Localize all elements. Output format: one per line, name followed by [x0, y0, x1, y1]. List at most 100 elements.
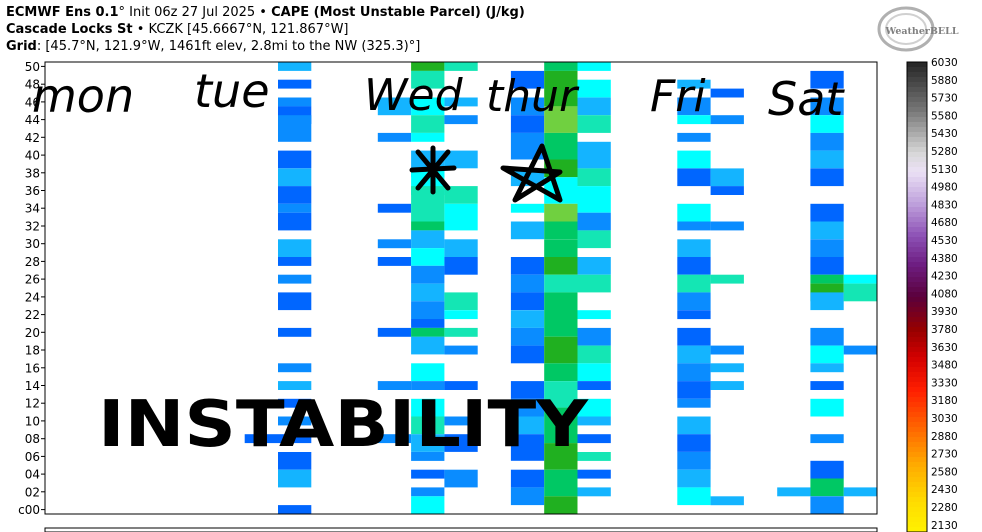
heatmap-cell: [510, 310, 545, 328]
colorbar-segment: [907, 122, 927, 128]
colorbar-segment: [907, 392, 927, 398]
colorbar-segment: [907, 427, 927, 433]
heatmap-cell: [577, 79, 611, 98]
y-tick-label: 44: [25, 113, 40, 127]
heatmap-cell: [411, 283, 445, 302]
heatmap-cell: [677, 452, 711, 470]
day-label-wed: Wed: [364, 70, 464, 121]
heatmap-cell: [411, 265, 445, 284]
colorbar-tick-label: 2730: [931, 449, 958, 461]
heatmap-cell: [444, 416, 478, 426]
heatmap-cell: [577, 469, 611, 479]
colorbar-segment: [907, 447, 927, 453]
y-tick-label: 50: [25, 60, 40, 74]
colorbar-segment: [907, 402, 927, 408]
colorbar-segment: [907, 157, 927, 163]
heatmap-cell: [278, 62, 312, 71]
heatmap-cell: [411, 115, 445, 133]
y-tick-label: 46: [25, 95, 40, 109]
heatmap-cell: [810, 97, 844, 116]
heatmap-cell: [510, 327, 545, 346]
heatmap-cell: [377, 327, 412, 337]
heatmap-cell: [577, 487, 611, 497]
day-label-sat: Sat: [768, 72, 845, 126]
heatmap-cell: [544, 203, 578, 222]
colorbar-segment: [907, 257, 927, 263]
heatmap-cell: [411, 319, 445, 328]
title-line: ECMWF Ens 0.1° Init 06z 27 Jul 2025 • CA…: [6, 4, 525, 21]
heatmap-cell: [677, 398, 711, 408]
heatmap-cell: [510, 203, 545, 213]
heatmap-cell: [278, 168, 312, 187]
y-tick-label: 36: [25, 184, 40, 198]
colorbar-segment: [907, 517, 927, 523]
colorbar-segment: [907, 72, 927, 78]
heatmap-cell: [677, 345, 711, 364]
weatherbell-logo: WeatherBELL: [877, 6, 959, 52]
colorbar-segment: [907, 177, 927, 183]
heatmap-cell: [577, 62, 611, 71]
separator: •: [132, 22, 149, 37]
heatmap-cell: [244, 434, 278, 444]
heatmap-cell: [810, 221, 844, 240]
heatmap-cell: [544, 239, 578, 257]
heatmap-cell: [677, 239, 711, 257]
heatmap-cell: [577, 310, 611, 320]
heatmap-cell: [544, 407, 578, 444]
y-tick-label: 02: [25, 485, 40, 499]
colorbar-segment: [907, 112, 927, 118]
heatmap-cell: [677, 469, 711, 488]
heatmap-cell: [843, 283, 877, 302]
colorbar-segment: [907, 107, 927, 113]
colorbar-tick-label: 6030: [931, 57, 958, 69]
heatmap-cell: [677, 257, 711, 275]
colorbar-segment: [907, 87, 927, 93]
colorbar-tick-label: 5580: [931, 110, 958, 122]
colorbar-segment: [907, 502, 927, 508]
grid-label: Grid: [6, 39, 37, 54]
heatmap-cell: [710, 168, 744, 187]
colorbar-segment: [907, 102, 927, 108]
heatmap-cell: [677, 97, 711, 116]
heatmap-cell: [577, 141, 611, 169]
heatmap-cell: [411, 398, 445, 417]
grid-line: Grid: [45.7°N, 121.9°W, 1461ft elev, 2.8…: [6, 38, 420, 55]
heatmap-cell: [677, 203, 711, 222]
colorbar-segment: [907, 127, 927, 133]
heatmap-cell: [278, 292, 312, 311]
colorbar-segment: [907, 527, 927, 532]
colorbar-tick-label: 3180: [931, 395, 958, 407]
heatmap-cell: [810, 239, 844, 257]
colorbar-tick-label: 3930: [931, 306, 958, 318]
colorbar-segment: [907, 187, 927, 193]
heatmap-cell: [278, 505, 312, 514]
heatmap-cell: [544, 106, 578, 133]
colorbar-segment: [907, 192, 927, 198]
heatmap-cell: [677, 168, 711, 187]
colorbar-tick-label: 4830: [931, 199, 958, 211]
colorbar-segment: [907, 167, 927, 173]
heatmap-cell: [544, 381, 578, 408]
colorbar-segment: [907, 477, 927, 483]
heatmap-cell: [278, 398, 312, 408]
heatmap-cell: [411, 434, 445, 452]
colorbar-segment: [907, 292, 927, 298]
heatmap-cell: [377, 97, 412, 116]
heatmap-cell: [444, 434, 478, 452]
model-name: ECMWF Ens 0.1: [6, 5, 119, 20]
heatmap-cell: [510, 292, 545, 311]
heatmap-cell: [444, 310, 478, 320]
colorbar-segment: [907, 387, 927, 393]
y-tick-label: 32: [25, 220, 40, 234]
heatmap-cell: [278, 186, 312, 204]
colorbar-segment: [907, 132, 927, 138]
heatmap-cell: [377, 257, 412, 266]
y-tick-label: 48: [25, 78, 40, 92]
heatmap-cell: [377, 203, 412, 213]
colorbar-tick-label: 5880: [931, 75, 958, 87]
heatmap-cell: [544, 292, 578, 319]
y-tick-label: 10: [25, 414, 40, 428]
colorbar-segment: [907, 472, 927, 478]
heatmap-cell: [544, 132, 578, 160]
heatmap-cell: [710, 381, 744, 390]
